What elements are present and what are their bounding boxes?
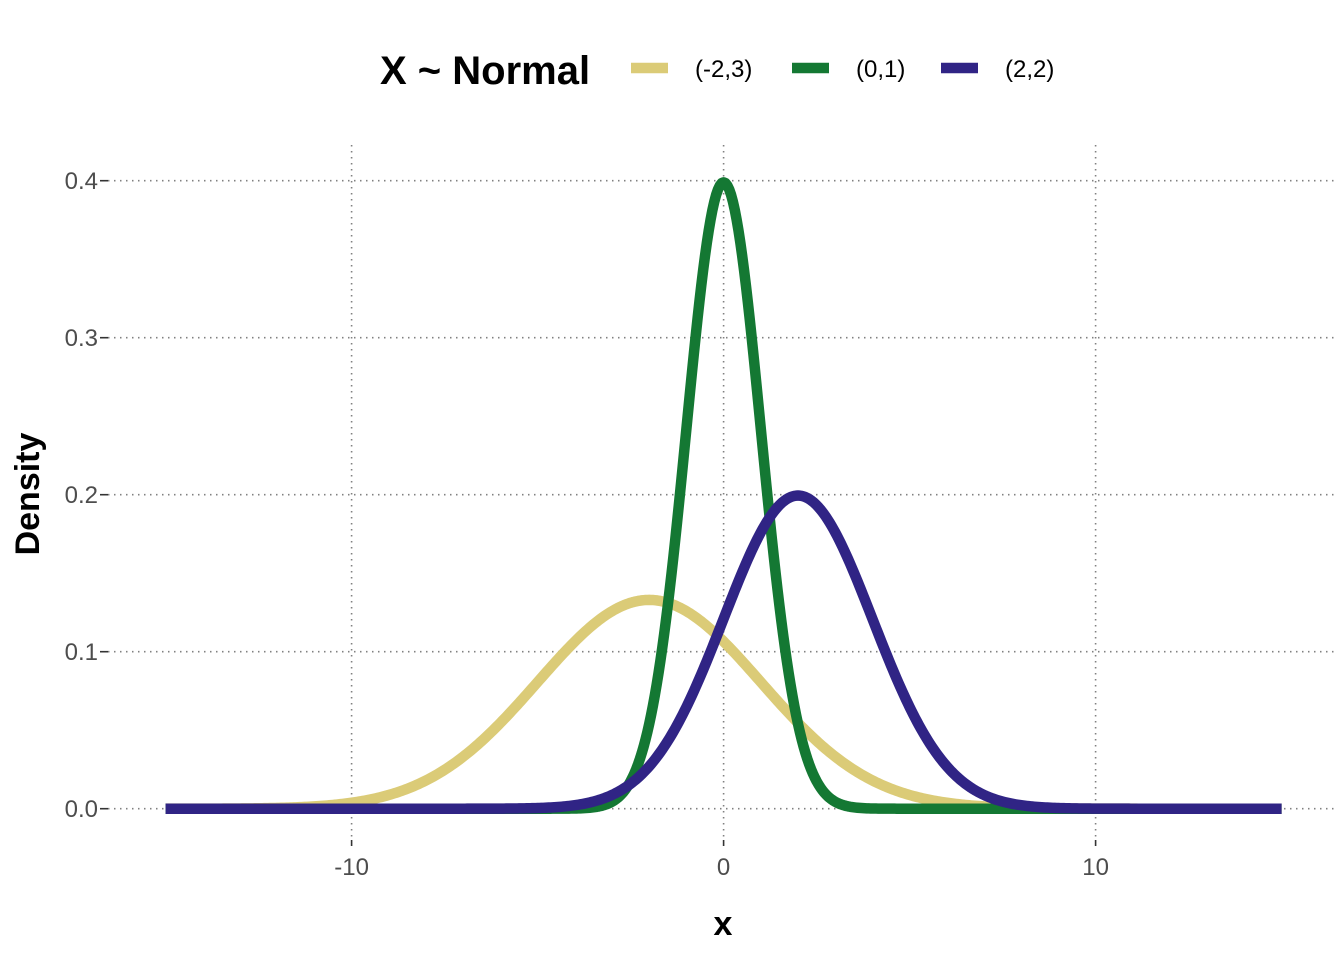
x-axis-title: x bbox=[714, 905, 733, 943]
x-tick-label: -10 bbox=[334, 854, 369, 881]
legend-label-2: (2,2) bbox=[1005, 56, 1054, 83]
legend-title: X ~ Normal bbox=[380, 49, 590, 93]
y-tick-label: 0.3 bbox=[65, 325, 98, 352]
legend-label-0: (-2,3) bbox=[695, 56, 752, 83]
series-line-1 bbox=[162, 177, 1285, 814]
legend: X ~ Normal (-2,3) (0,1) (2,2) bbox=[380, 49, 1054, 93]
x-tick-label: 10 bbox=[1082, 854, 1109, 881]
axes: -10 0 10 0.0 0.1 0.2 0.3 0.4 bbox=[65, 168, 1109, 881]
x-tick-label: 0 bbox=[717, 854, 730, 881]
grid-lines bbox=[108, 145, 1338, 840]
y-tick-label: 0.2 bbox=[65, 482, 98, 509]
y-tick-label: 0.4 bbox=[65, 168, 98, 195]
series-lines bbox=[162, 177, 1285, 814]
y-tick-label: 0.1 bbox=[65, 639, 98, 666]
series-line-2 bbox=[162, 490, 1285, 814]
y-axis-title: Density bbox=[9, 433, 47, 556]
legend-label-1: (0,1) bbox=[856, 56, 905, 83]
y-tick-label: 0.0 bbox=[65, 796, 98, 823]
